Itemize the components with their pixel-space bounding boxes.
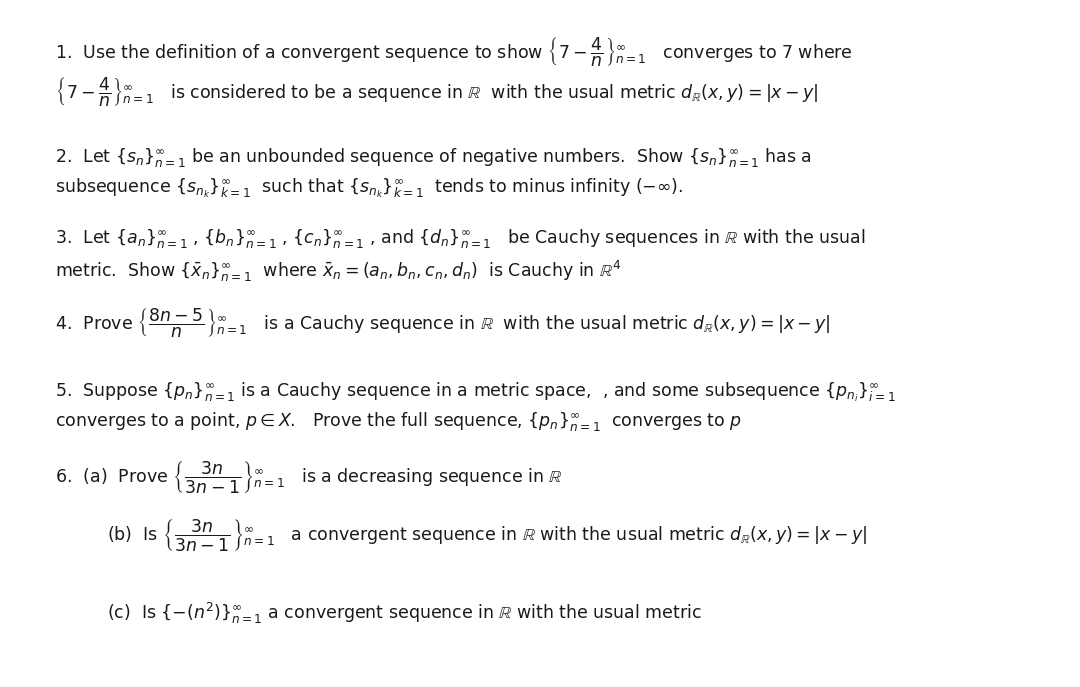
Text: subsequence $\{s_{n_k}\}_{k=1}^{\infty}$  such that $\{s_{n_k}\}_{k=1}^{\infty}$: subsequence $\{s_{n_k}\}_{k=1}^{\infty}$… <box>55 177 684 201</box>
Text: metric.  Show $\{\bar{x}_n\}_{n=1}^{\infty}$  where $\bar{x}_n = (a_n, b_n, c_n,: metric. Show $\{\bar{x}_n\}_{n=1}^{\inft… <box>55 259 622 284</box>
Text: 4.  Prove $\left\{\dfrac{8n-5}{n}\right\}_{n=1}^{\infty}$   is a Cauchy sequence: 4. Prove $\left\{\dfrac{8n-5}{n}\right\}… <box>55 306 832 339</box>
Text: 3.  Let $\{a_n\}_{n=1}^{\infty}$ , $\{b_n\}_{n=1}^{\infty}$ , $\{c_n\}_{n=1}^{\i: 3. Let $\{a_n\}_{n=1}^{\infty}$ , $\{b_n… <box>55 228 866 251</box>
Text: 2.  Let $\{s_n\}_{n=1}^{\infty}$ be an unbounded sequence of negative numbers.  : 2. Let $\{s_n\}_{n=1}^{\infty}$ be an un… <box>55 147 812 170</box>
Text: $\left\{7 - \dfrac{4}{n}\right\}_{n=1}^{\infty}$   is considered to be a sequenc: $\left\{7 - \dfrac{4}{n}\right\}_{n=1}^{… <box>55 76 819 109</box>
Text: (c)  Is $\{-(n^2)\}_{n=1}^{\infty}$ a convergent sequence in $\mathbb{R}$ with t: (c) Is $\{-(n^2)\}_{n=1}^{\infty}$ a con… <box>107 601 702 627</box>
Text: (b)  Is $\left\{\dfrac{3n}{3n-1}\right\}_{n=1}^{\infty}$   a convergent sequence: (b) Is $\left\{\dfrac{3n}{3n-1}\right\}_… <box>107 517 867 552</box>
Text: 5.  Suppose $\{p_n\}_{n=1}^{\infty}$ is a Cauchy sequence in a metric space,  , : 5. Suppose $\{p_n\}_{n=1}^{\infty}$ is a… <box>55 381 896 404</box>
Text: 6.  (a)  Prove $\left\{\dfrac{3n}{3n-1}\right\}_{n=1}^{\infty}$   is a decreasin: 6. (a) Prove $\left\{\dfrac{3n}{3n-1}\ri… <box>55 459 563 495</box>
Text: converges to a point, $p \in X$.   Prove the full sequence, $\{p_n\}_{n=1}^{\inf: converges to a point, $p \in X$. Prove t… <box>55 412 743 434</box>
Text: 1.  Use the definition of a convergent sequence to show $\left\{7 - \dfrac{4}{n}: 1. Use the definition of a convergent se… <box>55 35 853 68</box>
